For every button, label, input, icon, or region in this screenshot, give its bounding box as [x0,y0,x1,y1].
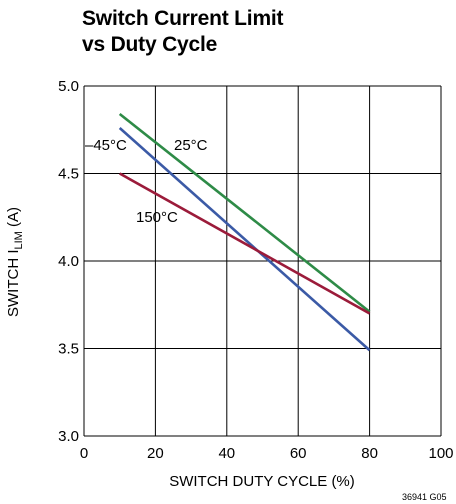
y-tick-label: 3.0 [58,428,79,445]
series-line-minus45c [118,127,371,352]
series-lines [118,112,371,352]
y-tick-labels: 3.0 3.5 4.0 4.5 5.0 [58,78,79,445]
grid [83,85,442,437]
x-axis-label: SWITCH DUTY CYCLE (%) [169,473,355,490]
chart-title-line-2: vs Duty Cycle [82,33,218,56]
y-tick-label: 3.5 [58,341,79,358]
chart-title: Switch Current Limit vs Duty Cycle [82,6,284,58]
y-axis-label-sub: LIM [13,231,25,249]
y-axis-label-tail: (A) [5,207,22,231]
y-axis-label-main: SWITCH I [5,250,22,318]
x-tick-label: 0 [80,445,88,462]
x-tick-label: 60 [290,445,307,462]
y-tick-label: 4.5 [58,166,79,183]
y-tick-label: 5.0 [58,78,79,95]
series-line-25c [118,112,371,313]
series-label-25c: 25°C [174,137,208,154]
x-tick-label: 80 [361,445,378,462]
chart-title-line-1: Switch Current Limit [82,7,284,30]
x-tick-label: 20 [147,445,164,462]
x-tick-labels: 0 20 40 60 80 100 [80,445,454,462]
x-tick-label: 100 [428,445,453,462]
x-tick-label: 40 [218,445,235,462]
series-label-150c: 150°C [136,209,178,226]
series-line-150c [119,172,371,315]
figure-code: 36941 G05 [402,492,447,502]
series-label-minus45c: –45°C [85,137,127,154]
y-tick-label: 4.0 [58,253,79,270]
y-axis-label: SWITCH ILIM (A) [5,207,25,317]
